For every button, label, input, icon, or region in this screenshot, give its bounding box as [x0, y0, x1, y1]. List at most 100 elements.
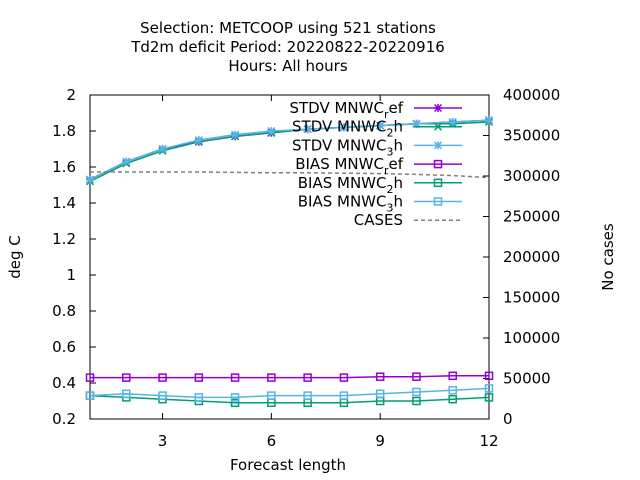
data-point: [230, 373, 240, 382]
series-line: [89, 387, 490, 399]
data-point: [122, 389, 131, 399]
legend-label-subscript: r: [384, 164, 389, 177]
legend-label-main: STDV MNWC: [292, 118, 386, 136]
data-point: [158, 373, 167, 382]
series-6: [90, 171, 490, 179]
legend-label: STDV MNWC3h: [292, 136, 403, 158]
legend-entry: BIAS MNWC3h: [298, 193, 462, 215]
series-line: [89, 119, 490, 181]
data-point: [230, 398, 240, 408]
data-point: [484, 393, 494, 402]
data-point: [484, 384, 494, 393]
y2-tick-label: 400000: [503, 86, 560, 104]
series-1: [85, 117, 494, 186]
x-tick-label: 6: [267, 432, 277, 450]
legend-label-subscript: 3: [386, 202, 393, 215]
data-point: [448, 385, 457, 395]
data-point: [448, 117, 457, 127]
data-point: [122, 373, 131, 382]
data-point: [448, 394, 457, 404]
data-point: [339, 373, 349, 382]
y2-tick-label: 0: [503, 410, 513, 428]
legend-entry: STDV MNWCref: [289, 99, 462, 121]
series-line: [90, 375, 489, 379]
legend-entry: STDV MNWC2h: [292, 118, 462, 140]
chart-title-line-2: Td2m deficit Period: 20220822-20220916: [130, 38, 445, 56]
data-point: [194, 135, 203, 145]
legend-label: BIAS MNWCref: [295, 155, 403, 177]
data-point: [339, 123, 348, 132]
data-point: [85, 373, 95, 382]
y-tick-label: 0.8: [52, 302, 76, 320]
series-line: [89, 394, 490, 404]
data-point: [303, 125, 312, 134]
data-point: [375, 389, 385, 399]
legend-marker: [433, 159, 443, 169]
legend-label-main: STDV MNWC: [292, 136, 386, 154]
y-tick-label: 0.4: [52, 374, 76, 392]
legend-label-main: BIAS MNWC: [298, 174, 387, 192]
series-5: [85, 384, 494, 402]
y2-tick-label: 250000: [503, 208, 560, 226]
data-point: [267, 391, 276, 400]
x-tick-label: 12: [479, 432, 498, 450]
data-point: [412, 387, 421, 397]
y2-tick-label: 350000: [503, 127, 560, 145]
y2-axis-label: No cases: [599, 223, 617, 291]
series-line: [90, 171, 490, 179]
legend-label-main: BIAS MNWC: [295, 155, 384, 173]
y2-tick-label: 150000: [503, 289, 560, 307]
legend-label: CASES: [354, 211, 403, 229]
legend-marker: [433, 103, 443, 113]
y2-tick-label: 200000: [503, 248, 560, 266]
legend-entry: BIAS MNWC2h: [298, 174, 462, 196]
legend-label-main: CASES: [354, 211, 403, 229]
data-point: [484, 116, 494, 125]
legend-marker: [433, 141, 443, 150]
legend-entry: STDV MNWC3h: [292, 136, 462, 158]
chart-title-line-1: Selection: METCOOP using 521 stations: [140, 19, 436, 37]
data-point: [339, 391, 349, 400]
data-point: [267, 126, 276, 136]
data-point: [484, 371, 494, 381]
legend-label-suffix: h: [393, 193, 403, 211]
y-axis-label: deg C: [6, 235, 24, 279]
data-point: [412, 372, 421, 381]
data-point: [85, 175, 95, 184]
legend-label: BIAS MNWC2h: [298, 174, 403, 196]
y-tick-label: 1: [66, 266, 76, 284]
y-tick-label: 1.8: [52, 122, 76, 140]
y-tick-label: 1.4: [52, 194, 76, 212]
legend-label-main: BIAS MNWC: [298, 193, 387, 211]
legend-marker: [433, 197, 443, 206]
series-line: [89, 119, 490, 181]
data-point: [303, 391, 312, 400]
x-tick-label: 3: [158, 432, 168, 450]
legend-label: STDV MNWCref: [289, 99, 403, 121]
data-point: [412, 396, 421, 406]
series-2: [85, 116, 494, 184]
axis-ticks: 0.2 0.4 0.6 0.8 1 1.2 1.4 1.6 1.8 2 0 50000 100000 15…: [52, 86, 560, 450]
y-tick-label: 2: [66, 86, 76, 104]
data-point: [194, 393, 204, 402]
legend-label-subscript: 3: [386, 145, 393, 158]
series-layer: [85, 116, 494, 408]
legend-label-suffix: h: [393, 136, 403, 154]
y-tick-label: 1.2: [52, 230, 76, 248]
data-point: [230, 393, 240, 402]
data-point: [194, 373, 204, 382]
series-3: [85, 371, 494, 382]
y2-tick-label: 100000: [503, 329, 560, 347]
data-point: [375, 372, 385, 381]
data-point: [158, 391, 167, 400]
x-tick-label: 9: [375, 432, 385, 450]
legend-entry: CASES: [354, 211, 462, 229]
legend-label-suffix: h: [393, 174, 403, 192]
legend-entry: BIAS MNWCref: [295, 155, 462, 177]
legend-label-subscript: 2: [386, 127, 393, 140]
data-point: [376, 121, 385, 130]
legend-label-suffix: h: [393, 118, 403, 136]
data-point: [122, 157, 131, 166]
x-axis-label: Forecast length: [230, 456, 346, 474]
y-tick-label: 0.2: [52, 410, 76, 428]
